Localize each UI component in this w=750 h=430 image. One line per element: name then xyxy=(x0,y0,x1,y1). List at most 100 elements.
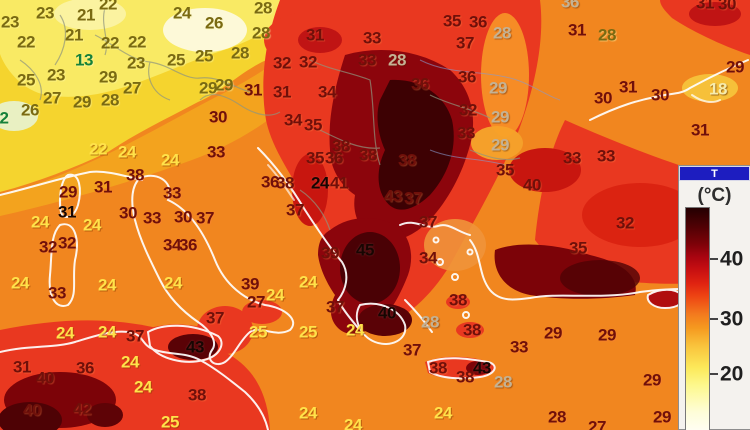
temp-label: 37 xyxy=(326,297,344,317)
temp-label: 29 xyxy=(643,370,661,390)
temp-label: 22 xyxy=(17,32,35,52)
temp-label: 33 xyxy=(163,183,181,203)
temp-label: 29 xyxy=(215,75,233,95)
legend-tick-mark xyxy=(710,258,718,260)
temp-label: 24 xyxy=(161,150,179,170)
temp-label: 25 xyxy=(17,70,35,90)
temp-label: 28 xyxy=(598,25,616,45)
legend-title: T xyxy=(679,166,750,181)
temp-label: 33 xyxy=(363,28,381,48)
temp-label: 29 xyxy=(99,67,117,87)
temp-label: 33 xyxy=(207,142,225,162)
temp-label: 24 xyxy=(344,415,362,430)
temp-label: 33 xyxy=(597,146,615,166)
temp-label: 24 xyxy=(121,352,139,372)
temp-label: 38 xyxy=(332,136,350,156)
temp-label: 38 xyxy=(359,145,377,165)
temp-label: 28 xyxy=(494,372,512,392)
temp-label: 28 xyxy=(493,23,511,43)
temp-label: 24 xyxy=(434,403,452,423)
temp-label: 30 xyxy=(594,88,612,108)
temp-label: 30 xyxy=(119,203,137,223)
temp-label: 23 xyxy=(127,53,145,73)
legend-panel: T (°C) 40 30 20 xyxy=(678,165,750,430)
temp-label: 32 xyxy=(273,53,291,73)
temp-label: 25 xyxy=(161,412,179,430)
temp-label: 31 xyxy=(691,120,709,140)
temp-label: 30 xyxy=(174,207,192,227)
temp-label: 34 xyxy=(163,235,181,255)
temp-label: 38 xyxy=(456,367,474,387)
temp-label: 24 xyxy=(164,273,182,293)
temp-label: 36 xyxy=(179,235,197,255)
temp-label: 32 xyxy=(299,52,317,72)
temp-label: 29 xyxy=(491,107,509,127)
temp-label: 36 xyxy=(411,74,429,94)
temp-label: 31 xyxy=(94,177,112,197)
legend-tick-mark xyxy=(710,373,718,375)
temp-label: 36 xyxy=(469,12,487,32)
temp-label: 23 xyxy=(36,3,54,23)
temp-label: 37 xyxy=(196,208,214,228)
temp-label: 33 xyxy=(48,283,66,303)
temp-label: 24 xyxy=(173,3,191,23)
temp-label: 30 xyxy=(209,107,227,127)
temp-label: 29 xyxy=(199,78,217,98)
temp-label: 25 xyxy=(299,322,317,342)
temp-label: 31 xyxy=(13,357,31,377)
temp-label: 43 xyxy=(473,358,491,378)
temp-label: 24 xyxy=(83,215,101,235)
temp-label: 33 xyxy=(563,148,581,168)
temp-label: 23 xyxy=(1,12,19,32)
temp-label: 24 xyxy=(346,320,364,340)
temp-label: 26 xyxy=(205,13,223,33)
temp-label: 38 xyxy=(463,320,481,340)
temp-label: 24 xyxy=(134,377,152,397)
temp-label: 18 xyxy=(709,79,727,99)
temp-label: 42 xyxy=(73,399,91,419)
temp-label: 28 xyxy=(252,23,270,43)
temp-label: 35 xyxy=(304,115,322,135)
temp-label: 36 xyxy=(76,358,94,378)
legend-tick-mark xyxy=(710,318,718,320)
temp-label: 32 xyxy=(616,213,634,233)
temp-label: 37 xyxy=(404,188,422,208)
temp-label: 31 xyxy=(696,0,714,13)
temp-label: 28 xyxy=(101,90,119,110)
temp-label: 45 xyxy=(356,240,374,260)
temp-label: 37 xyxy=(456,33,474,53)
temp-label: 33 xyxy=(358,50,376,70)
temp-label: 13 xyxy=(75,50,93,70)
temp-label: 30 xyxy=(651,85,669,105)
temp-label: 24 xyxy=(266,285,284,305)
temp-label: 34 xyxy=(318,82,336,102)
temp-label: 24 xyxy=(98,322,116,342)
temp-label: 34 xyxy=(419,248,437,268)
temp-label: 37 xyxy=(403,340,421,360)
temp-label: 34 xyxy=(284,110,302,130)
temp-label: 36 xyxy=(458,67,476,87)
temp-label: 26 xyxy=(21,100,39,120)
temp-label: 31 xyxy=(273,82,291,102)
temp-label: 22 xyxy=(99,0,117,14)
legend-tick-label: 30 xyxy=(720,307,744,331)
temp-label: 32 xyxy=(58,233,76,253)
temp-label: 24 xyxy=(299,403,317,423)
temp-label: 35 xyxy=(569,238,587,258)
temp-label: 24 xyxy=(31,212,49,232)
temp-label: 38 xyxy=(449,290,467,310)
temp-label: 27 xyxy=(247,292,265,312)
temp-label: 32 xyxy=(39,237,57,257)
temp-label: 40 xyxy=(36,368,54,388)
temp-label: 24 xyxy=(11,273,29,293)
legend-tick-label: 40 xyxy=(720,247,744,271)
temp-label: 33 xyxy=(510,337,528,357)
temp-label: 31 xyxy=(58,202,76,222)
temp-label: 32 xyxy=(459,100,477,120)
temp-label: 24 xyxy=(56,323,74,343)
temp-label: 31 xyxy=(306,25,324,45)
legend-tick-label: 20 xyxy=(720,362,744,386)
temp-label: 40 xyxy=(523,175,541,195)
temp-label: 27 xyxy=(588,417,606,430)
